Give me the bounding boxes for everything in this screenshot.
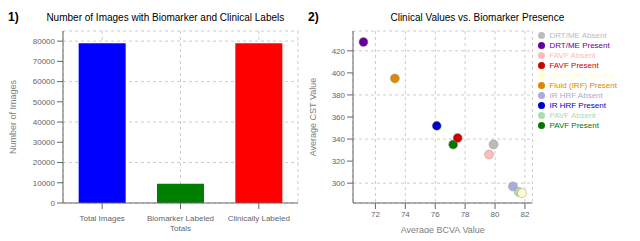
svg-text:20000: 20000 [33, 158, 56, 167]
svg-text:Average CST Value: Average CST Value [308, 78, 318, 157]
svg-text:80: 80 [491, 210, 500, 219]
html-text:Fluid (IRF) Absent: Fluid (IRF) Absent [549, 71, 614, 80]
svg-text:Total Images: Total Images [79, 214, 124, 223]
html-text:IR HRF Present: IR HRF Present [549, 101, 606, 110]
svg-text:380: 380 [332, 91, 346, 100]
svg-text:72: 72 [371, 210, 380, 219]
svg-text:70000: 70000 [33, 57, 56, 66]
svg-text:340: 340 [332, 135, 346, 144]
svg-text:320: 320 [332, 157, 346, 166]
svg-text:420: 420 [332, 47, 346, 56]
svg-text:60000: 60000 [33, 77, 56, 86]
svg-text:50000: 50000 [33, 98, 56, 107]
svg-text:74: 74 [401, 210, 410, 219]
html-text:Fluid (IRF) Present: Fluid (IRF) Present [549, 81, 617, 90]
svg-text:360: 360 [332, 113, 346, 122]
svg-text:300: 300 [332, 179, 346, 188]
html-text:PAVF Present: PAVF Present [549, 121, 599, 130]
html-text:DRT/ME Present: DRT/ME Present [549, 41, 610, 50]
html-text:Clinical Values vs. Biomarker: Clinical Values vs. Biomarker Presence [390, 11, 565, 23]
svg-text:Clinically Labeled: Clinically Labeled [228, 214, 290, 223]
html-text:DRT/ME Absent: DRT/ME Absent [549, 31, 607, 40]
svg-text:80000: 80000 [33, 37, 56, 46]
svg-text:78: 78 [461, 210, 470, 219]
svg-text:Number of Images: Number of Images [8, 79, 18, 154]
svg-text:76: 76 [431, 210, 440, 219]
svg-text:40000: 40000 [33, 118, 56, 127]
html-text:PAVF Absent: PAVF Absent [549, 111, 596, 120]
html-text:2): 2) [308, 10, 319, 24]
svg-text:0: 0 [51, 199, 56, 208]
svg-text:30000: 30000 [33, 138, 56, 147]
svg-text:400: 400 [332, 69, 346, 78]
svg-text:10000: 10000 [33, 179, 56, 188]
svg-text:Average BCVA Value: Average BCVA Value [401, 225, 485, 233]
svg-text:82: 82 [520, 210, 529, 219]
html-text:1): 1) [8, 10, 19, 24]
html-text:IR HRF Absent: IR HRF Absent [549, 91, 603, 100]
html-text:FAVF Present: FAVF Present [549, 61, 599, 70]
html-text:FAVF Absent: FAVF Absent [549, 51, 596, 60]
html-text:Number of Images with Biomarke: Number of Images with Biomarker and Clin… [46, 11, 285, 23]
svg-text:Biomarker LabeledTotals: Biomarker LabeledTotals [147, 214, 214, 233]
